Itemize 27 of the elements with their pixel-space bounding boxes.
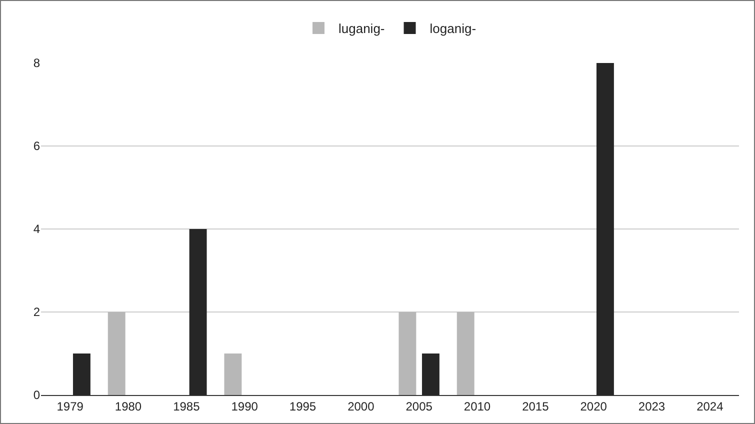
y-tick-label: 4: [33, 222, 40, 236]
y-tick-label: 6: [33, 139, 40, 154]
x-tick-label: 1990: [231, 399, 258, 414]
legend-label: loganig-: [430, 21, 476, 36]
bar: [422, 354, 440, 395]
x-tick-label: 2020: [580, 399, 608, 414]
x-tick-label: 2010: [464, 399, 491, 414]
y-tick-label: 0: [33, 388, 40, 402]
bar: [189, 229, 207, 395]
x-tick-label: 2005: [406, 399, 433, 414]
x-tick-label: 1980: [114, 399, 142, 414]
bar: [224, 354, 242, 395]
x-tick-label: 2015: [522, 399, 550, 414]
x-tick-label: 1979: [56, 399, 84, 414]
x-tick-label: 1995: [289, 399, 316, 414]
legend-label: luganig-: [338, 21, 385, 36]
bar: [398, 312, 416, 395]
bar: [456, 312, 474, 395]
x-tick-label: 1985: [173, 399, 200, 414]
bar: [72, 354, 90, 395]
bar: [108, 312, 126, 395]
x-tick-label: 2000: [348, 399, 375, 414]
x-tick-label: 2023: [638, 399, 666, 414]
y-tick-label: 8: [33, 56, 40, 70]
bar: [596, 63, 614, 395]
y-tick-label: 2: [33, 305, 40, 320]
x-tick-label: 2024: [696, 399, 724, 414]
